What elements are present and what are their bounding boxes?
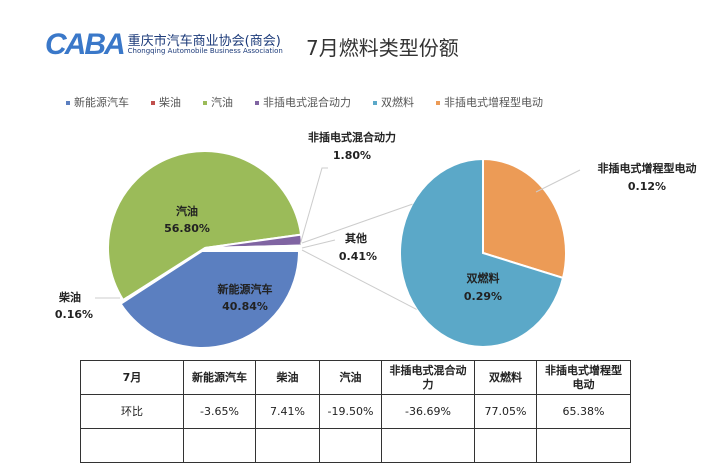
data-label: 非插电式混合动力 (308, 130, 396, 144)
logo-name-cn: 重庆市汽车商业协会(商会) (127, 34, 281, 49)
data-label: 0.12% (628, 180, 666, 193)
legend-label: 双燃料 (381, 96, 414, 109)
table-row: 环比 -3.65% 7.41% -19.50% -36.69% 77.05% 6… (80, 394, 631, 429)
data-label: 40.84% (222, 300, 268, 313)
leader-line (535, 169, 581, 193)
chart-title: 7月燃料类型份额 (306, 36, 459, 60)
table-cell: 65.38% (536, 394, 631, 429)
legend-item: 柴油 (151, 94, 181, 110)
logo-name-en: Chongqing Automobile Business Associatio… (127, 47, 283, 55)
table-header: 汽油 (319, 360, 382, 395)
legend-label: 新能源汽车 (74, 96, 129, 109)
legend-swatch (373, 101, 377, 105)
leader-line (301, 239, 336, 249)
legend-item: 新能源汽车 (66, 94, 129, 110)
pie-slice-非插电式增程型电动 (482, 157, 567, 280)
data-label: 柴油 (58, 290, 81, 304)
data-label: 0.29% (464, 290, 502, 303)
pie-slice-新能源汽车 (119, 250, 301, 349)
table-cell: 环比 (80, 394, 184, 429)
logo-mark: CABA (45, 28, 126, 61)
legend-item: 非插电式混合动力 (255, 94, 351, 110)
connector-line (301, 249, 417, 310)
legend-swatch (151, 101, 155, 105)
leader-line (299, 167, 328, 246)
data-label: 非插电式增程型电动 (598, 161, 697, 175)
legend-item: 双燃料 (373, 94, 414, 110)
table-cell: -19.50% (319, 394, 382, 429)
table-header: 双燃料 (474, 360, 537, 395)
legend-item: 非插电式增程型电动 (436, 94, 543, 110)
table-header: 非插电式混合动力 (381, 360, 475, 395)
table-header: 非插电式增程型电动 (536, 360, 631, 395)
legend-swatch (203, 101, 207, 105)
table-row (80, 428, 631, 463)
table-cell: -3.65% (183, 394, 256, 429)
connector-line (301, 203, 413, 244)
legend-label: 非插电式增程型电动 (444, 96, 543, 109)
legend-swatch (255, 101, 259, 105)
table-header: 新能源汽车 (183, 360, 256, 395)
table-cell: -36.69% (381, 394, 475, 429)
legend-label: 非插电式混合动力 (263, 96, 351, 109)
pie-slice-双燃料 (399, 157, 565, 348)
data-label: 其他 (345, 231, 367, 245)
data-label: 1.80% (333, 149, 371, 162)
table-header: 7月 (80, 360, 184, 395)
data-label: 新能源汽车 (218, 282, 273, 296)
legend-swatch (436, 101, 440, 105)
data-label: 汽油 (176, 204, 198, 218)
pie-slice-汽油 (107, 150, 303, 302)
legend-label: 柴油 (159, 96, 181, 109)
legend-item: 汽油 (203, 94, 233, 110)
legend-label: 汽油 (211, 96, 233, 109)
data-label: 双燃料 (467, 271, 500, 285)
table-header-row: 7月 新能源汽车 柴油 汽油 非插电式混合动力 双燃料 非插电式增程型电动 (80, 360, 631, 395)
legend: 新能源汽车 柴油 汽油 非插电式混合动力 双燃料 非插电式增程型电动 (66, 94, 543, 110)
data-label: 0.16% (55, 308, 93, 321)
logo: CABA 重庆市汽车商业协会(商会) Chongqing Automobile … (45, 28, 283, 62)
table-cell: 7.41% (255, 394, 320, 429)
data-label: 0.41% (339, 250, 377, 263)
pie-chart: 汽油 56.80% 新能源汽车 40.84% 柴油 0.16% 非插电式混合动力 1.80% 其… (55, 130, 697, 349)
legend-swatch (66, 101, 70, 105)
data-label: 56.80% (164, 222, 210, 235)
table-header: 柴油 (255, 360, 320, 395)
table-cell: 77.05% (474, 394, 537, 429)
pie-slice-其他 (204, 244, 304, 250)
data-table: 7月 新能源汽车 柴油 汽油 非插电式混合动力 双燃料 非插电式增程型电动 环比… (80, 360, 631, 463)
